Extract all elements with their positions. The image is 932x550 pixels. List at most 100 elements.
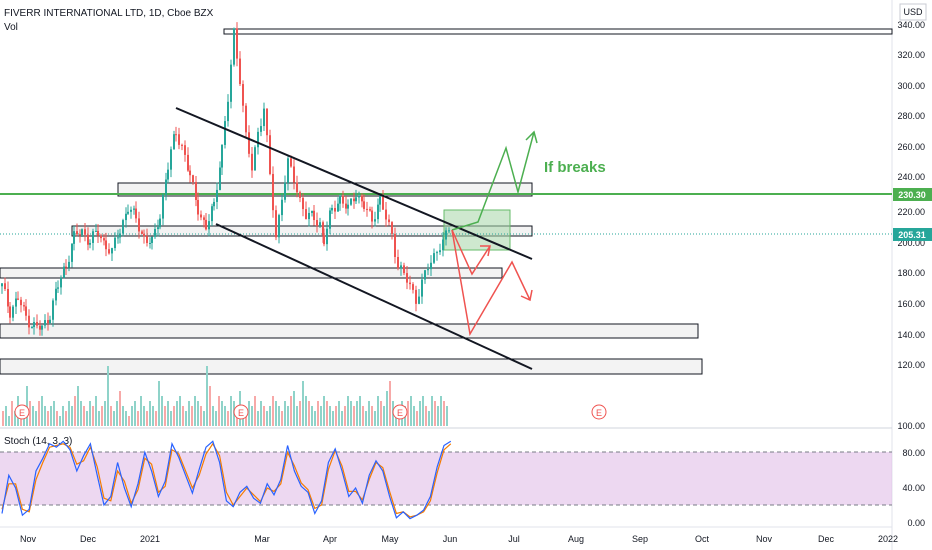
candle-body: [331, 207, 333, 211]
currency-label: USD: [903, 7, 923, 17]
stoch-d-line: [1, 442, 452, 518]
volume-bar: [104, 401, 106, 426]
candle-body: [323, 235, 325, 245]
support-zone-low[interactable]: [0, 323, 699, 339]
bullish-projection-arrow[interactable]: [451, 131, 535, 231]
earnings-markers[interactable]: E E E E: [14, 404, 607, 420]
volume-bar: [119, 391, 121, 426]
candle-body: [20, 299, 22, 306]
volume-bar: [290, 396, 292, 426]
price-tag-current: [893, 228, 932, 241]
pivot-zone[interactable]: [71, 225, 533, 237]
candle-body: [141, 231, 143, 234]
volume-bar: [50, 406, 52, 426]
candle-body: [7, 289, 9, 307]
candle-body: [361, 195, 363, 202]
resistance-zone[interactable]: [117, 182, 533, 197]
candle-body: [84, 229, 86, 235]
volume-bar: [200, 406, 202, 426]
candle-body: [33, 321, 35, 328]
currency-box[interactable]: [899, 3, 927, 21]
channel-upper-line[interactable]: [175, 107, 533, 260]
time-label: May: [381, 534, 399, 544]
candle-body: [366, 208, 368, 210]
candle-body: [133, 208, 135, 210]
earnings-icon[interactable]: [591, 404, 607, 420]
volume-bar: [278, 406, 280, 426]
candle-body: [151, 236, 153, 243]
volume-bar: [383, 406, 385, 426]
candle-body: [358, 195, 360, 198]
candle-body: [391, 222, 393, 234]
volume-bar: [269, 406, 271, 426]
candle-body: [175, 134, 177, 136]
candle-body: [167, 169, 169, 180]
candle-body: [79, 234, 81, 236]
volume-bar: [350, 401, 352, 426]
volume-bar: [113, 411, 115, 426]
candle-body: [57, 287, 59, 289]
time-axis: Nov Dec 2021 Mar Apr May Jun Jul Aug Sep…: [20, 534, 898, 544]
candle-body: [146, 236, 148, 244]
volume-bar: [374, 411, 376, 426]
volume-bar: [191, 406, 193, 426]
volume-bar: [326, 401, 328, 426]
candle-body: [403, 265, 405, 274]
candle-body: [436, 252, 438, 254]
candle-body: [205, 219, 207, 230]
volume-bar: [257, 411, 259, 426]
time-label: Sep: [632, 534, 648, 544]
volume-bar: [197, 401, 199, 426]
candle-body: [397, 256, 399, 269]
support-zone-bottom[interactable]: [0, 358, 703, 375]
candle-body: [25, 306, 27, 316]
volume-bar: [377, 396, 379, 426]
candle-body: [192, 175, 194, 183]
volume-bar: [65, 411, 67, 426]
volume-bar: [137, 411, 139, 426]
candle-body: [350, 198, 352, 205]
price-axis: 340.00 320.00 300.00 280.00 260.00 240.0…: [897, 20, 925, 431]
bearish-short-arrow[interactable]: [451, 229, 491, 276]
earnings-icon[interactable]: [392, 404, 408, 420]
volume-bar: [428, 411, 430, 426]
price-tick: 180.00: [897, 268, 925, 278]
volume-bar: [227, 411, 229, 426]
volume-bar: [284, 401, 286, 426]
channel-lower-line[interactable]: [215, 223, 533, 370]
support-zone[interactable]: [0, 267, 503, 279]
candle-body: [363, 201, 365, 209]
volume-bar: [41, 396, 43, 426]
candle-body: [36, 321, 38, 326]
candle-body: [200, 214, 202, 218]
candle-body: [263, 108, 265, 127]
volume-bar: [275, 401, 277, 426]
stoch-band: [0, 452, 892, 505]
candle-body: [284, 182, 286, 200]
candle-body: [181, 144, 183, 146]
volume-bar: [11, 401, 13, 426]
volume-bar: [209, 386, 211, 426]
volume-bar: [167, 401, 169, 426]
earnings-icon[interactable]: [14, 404, 30, 420]
candle-body: [165, 179, 167, 195]
resistance-zone-top[interactable]: [223, 28, 893, 35]
candle-body: [290, 158, 292, 167]
candle-body: [68, 261, 70, 268]
bearish-projection-arrow[interactable]: [451, 229, 531, 337]
candle-body: [224, 121, 226, 145]
candle-body: [114, 237, 116, 249]
candle-body: [162, 194, 164, 219]
volume-bar: [413, 406, 415, 426]
candle-body: [308, 212, 310, 220]
candle-body: [347, 204, 349, 209]
annotation-if-breaks[interactable]: If breaks: [544, 159, 606, 176]
candle-body: [448, 230, 450, 232]
volume-bar: [347, 396, 349, 426]
candle-body: [47, 320, 49, 324]
candle-body: [49, 319, 51, 324]
candle-body: [339, 195, 341, 204]
volume-bar: [215, 411, 217, 426]
earnings-icon[interactable]: [233, 404, 249, 420]
